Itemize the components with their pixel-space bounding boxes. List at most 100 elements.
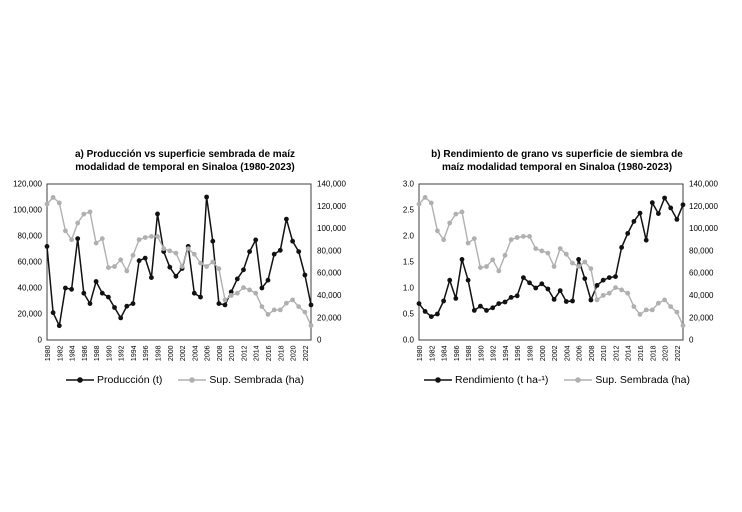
data-point	[428, 314, 434, 320]
x-axis-tick-label: 2004	[192, 346, 199, 362]
x-axis-tick-label: 2022	[675, 346, 682, 362]
right-axis-tick-label: 100,000	[317, 225, 346, 234]
data-point	[284, 217, 289, 222]
data-point	[545, 286, 551, 292]
left-axis-tick-label: 3.0	[403, 180, 415, 189]
left-axis-tick-label: 0.5	[403, 310, 415, 319]
right-axis-tick-label: 120,000	[689, 202, 718, 211]
chart-legend-b: Rendimiento (t ha-¹) Sup. Sembrada (ha)	[375, 374, 739, 386]
data-point	[302, 272, 308, 278]
data-point	[247, 249, 253, 255]
data-point	[302, 310, 308, 315]
data-point	[228, 289, 234, 295]
x-axis-tick-label: 1994	[503, 346, 510, 362]
left-axis-tick-label: 2.5	[403, 206, 415, 215]
x-axis-tick-label: 1982	[429, 346, 436, 362]
data-point	[99, 291, 105, 296]
data-point	[87, 301, 93, 307]
data-point	[625, 291, 631, 296]
x-axis-tick-label: 1984	[70, 346, 77, 362]
data-point	[44, 244, 50, 250]
data-point	[149, 275, 154, 281]
data-point	[539, 248, 545, 254]
data-point	[93, 241, 99, 246]
data-point	[290, 297, 295, 303]
data-point	[539, 281, 545, 287]
data-point	[502, 253, 508, 259]
data-point	[453, 296, 459, 302]
data-point	[557, 246, 563, 252]
chart-title-b-line1: b) Rendimiento de grano vs superficie de…	[431, 149, 683, 160]
x-axis-tick-label: 1994	[131, 346, 138, 362]
data-point	[496, 268, 502, 274]
data-point	[478, 265, 483, 271]
data-point	[130, 301, 136, 307]
data-point	[570, 298, 575, 304]
plot-border	[418, 183, 684, 341]
chart-title-a-line2: modalidad de temporal en Sinaloa (1980-2…	[75, 162, 295, 174]
data-point	[81, 212, 87, 217]
data-point	[167, 265, 173, 270]
data-point	[416, 202, 422, 207]
data-point	[136, 258, 142, 264]
data-point	[191, 252, 197, 257]
x-axis-tick-label: 2006	[205, 346, 212, 362]
data-point	[594, 297, 600, 303]
data-point	[606, 275, 612, 281]
data-point	[637, 211, 643, 216]
data-point	[514, 293, 520, 299]
legend-label: Sup. Sembrada (ha)	[595, 374, 690, 387]
data-point	[296, 249, 302, 255]
legend-dot	[189, 377, 196, 384]
data-point	[308, 302, 314, 308]
x-axis-tick-label: 1996	[143, 346, 150, 362]
data-point	[118, 315, 124, 321]
data-point	[290, 239, 295, 244]
data-point	[106, 295, 111, 300]
data-point	[271, 307, 277, 313]
data-point	[112, 305, 117, 311]
data-point	[643, 238, 649, 243]
data-point	[69, 287, 74, 293]
data-point	[99, 236, 105, 242]
data-point	[674, 217, 680, 223]
data-point	[308, 323, 314, 329]
data-point	[56, 200, 62, 206]
chart-panel-a: a) Producción vs superficie sembrada de …	[3, 148, 367, 386]
data-point	[619, 287, 624, 293]
data-point	[422, 195, 428, 201]
data-point	[680, 202, 686, 208]
right-axis-tick-label: 140,000	[689, 180, 718, 189]
left-axis-tick-label: 60,000	[18, 258, 43, 267]
data-point	[459, 209, 465, 215]
data-point	[210, 259, 216, 265]
line-chart-produccion-vs-superficie: 0 20,000 40,000 60,000 80,000 100,000 120,000 0…	[13, 180, 346, 362]
x-axis-tick-label: 2012	[241, 346, 248, 362]
data-point	[631, 219, 637, 225]
x-axis-tick-label: 1992	[119, 346, 126, 362]
legend-item: Sup. Sembrada (ha)	[564, 374, 690, 386]
data-point	[447, 278, 453, 283]
data-point	[198, 261, 203, 266]
data-point	[253, 291, 259, 296]
data-point	[284, 301, 289, 306]
data-point	[265, 278, 271, 283]
x-axis-tick-label: 2008	[217, 346, 224, 362]
data-point	[521, 275, 526, 281]
data-point	[631, 304, 637, 310]
x-axis-tick-label: 1980	[417, 346, 424, 362]
data-point	[234, 276, 240, 282]
legend-marker-icon	[66, 377, 95, 384]
legend-item: Rendimiento (t ha-¹)	[424, 374, 548, 386]
data-point	[198, 295, 203, 300]
data-point	[478, 304, 483, 309]
left-axis-tick-label: 2.0	[403, 232, 415, 241]
data-point	[428, 200, 434, 206]
legend-dot	[435, 377, 441, 384]
legend-label: Rendimiento (t ha-¹)	[455, 374, 549, 387]
data-point	[247, 287, 253, 293]
legend-item: Sup. Sembrada (ha)	[178, 374, 304, 386]
legend-item: Producción (t)	[66, 374, 162, 386]
x-axis-tick-label: 2000	[168, 346, 175, 362]
data-point	[69, 237, 74, 243]
